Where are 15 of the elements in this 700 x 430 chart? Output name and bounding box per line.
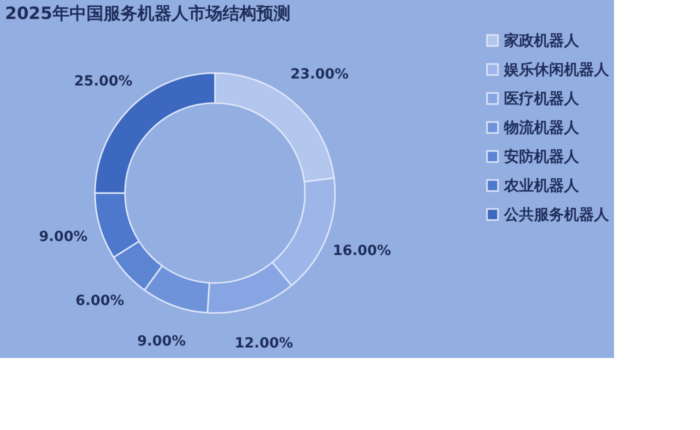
legend-label: 安防机器人 [504,148,580,166]
legend-label: 家政机器人 [503,32,580,50]
data-label: 12.00% [234,335,293,352]
data-label: 23.00% [290,66,349,82]
legend-label: 娱乐休闲机器人 [503,60,610,78]
data-label: 9.00% [38,229,88,246]
chart-title: 2025年中国服务机器人市场结构预测 [5,4,290,24]
legend-label: 农业机器人 [503,176,580,194]
data-label: 25.00% [74,73,132,90]
data-label: 9.00% [137,334,186,350]
data-label: 6.00% [76,293,124,310]
legend-label: 物流机器人 [503,118,580,136]
legend-label: 公共服务机器人 [503,206,610,224]
data-label: 16.00% [332,243,392,260]
legend-label: 医疗机器人 [504,90,580,108]
